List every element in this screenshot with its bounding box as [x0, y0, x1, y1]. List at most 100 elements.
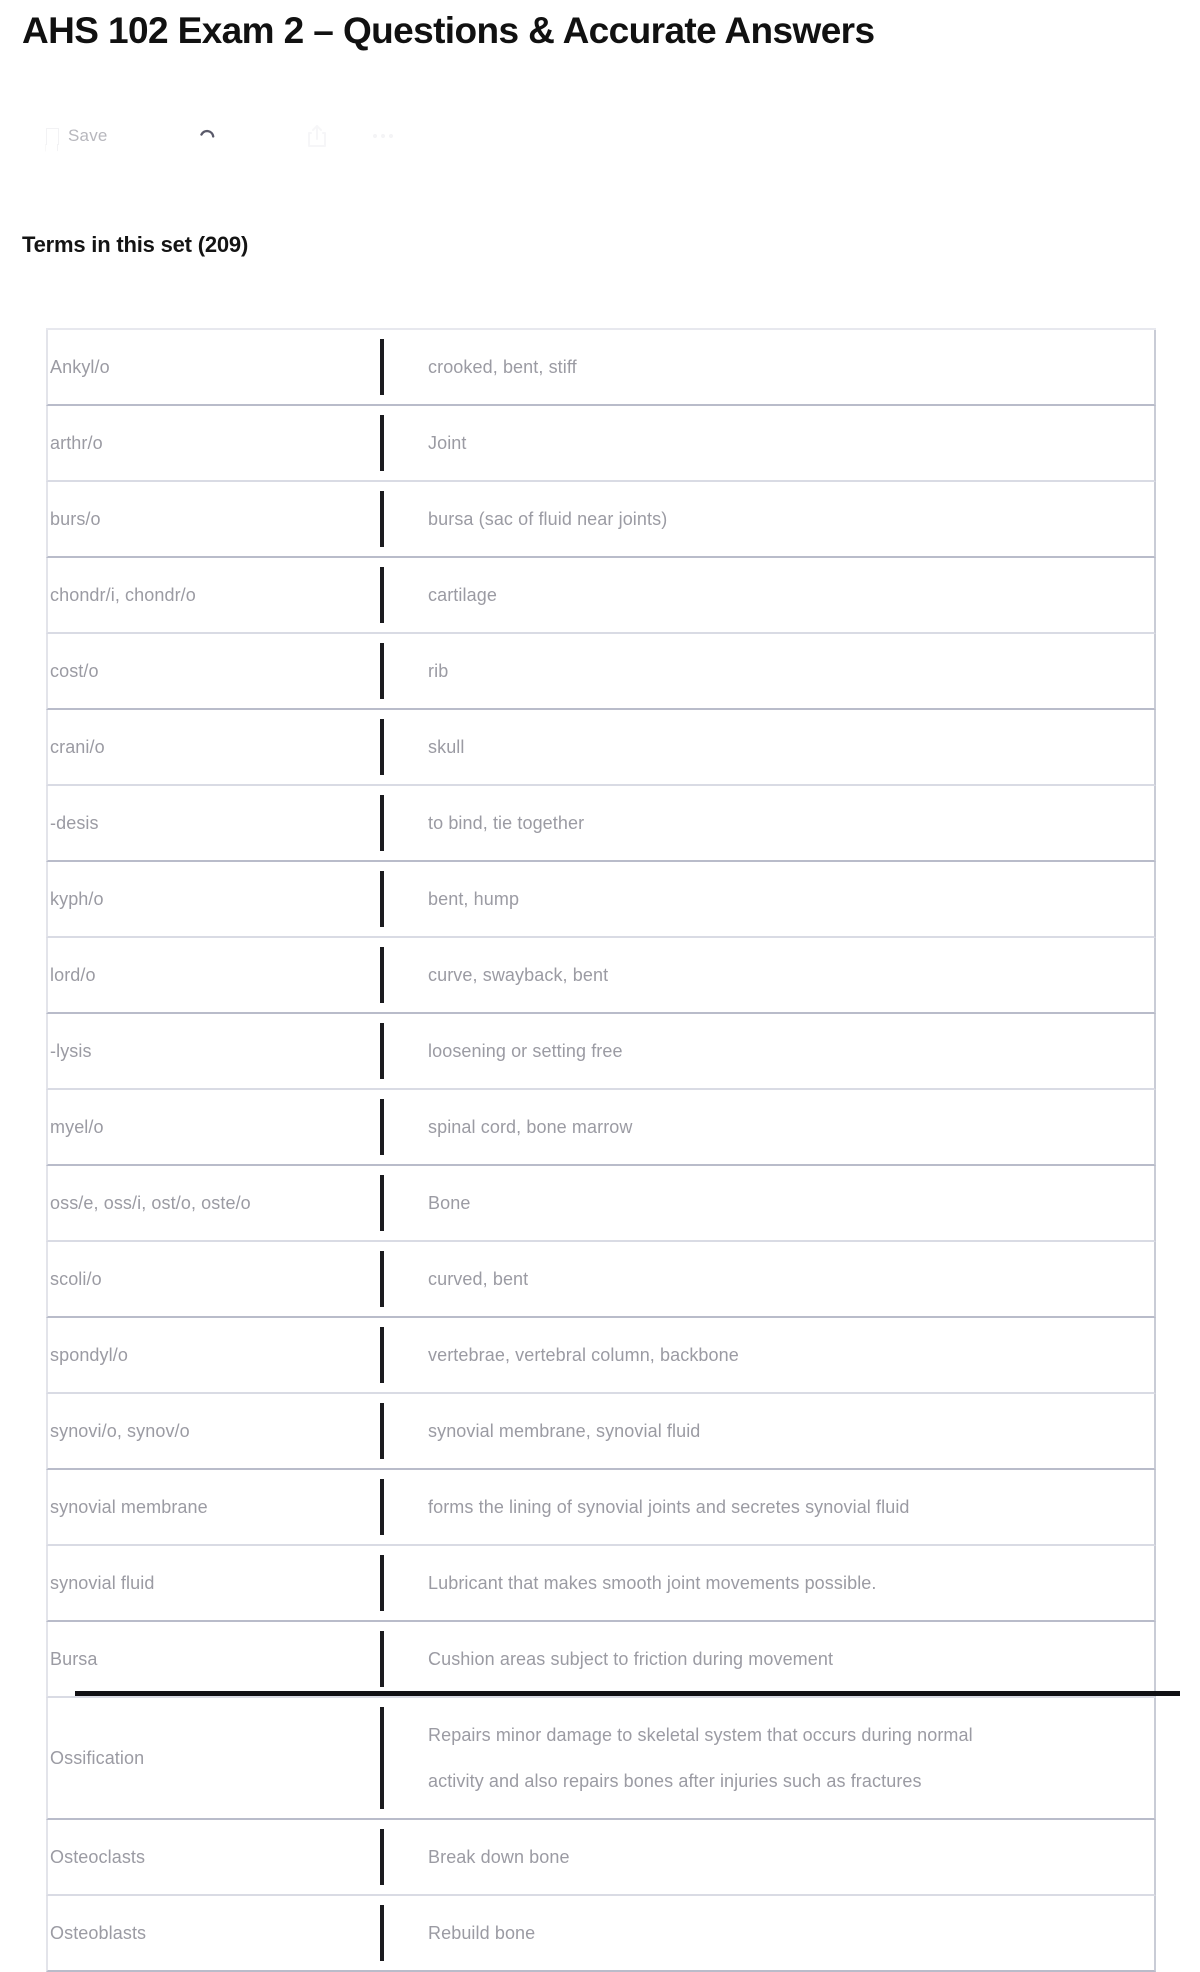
save-button[interactable]: Save [46, 126, 108, 146]
definition-text: bursa (sac of fluid near joints) [428, 509, 668, 529]
definition-text: forms the lining of synovial joints and … [428, 1497, 910, 1517]
table-row[interactable]: spondyl/o vertebrae, vertebral column, ba… [46, 1318, 1156, 1394]
definition-cell: crooked, bent, stiff [384, 330, 1154, 404]
table-row[interactable]: arthr/o Joint [46, 406, 1156, 482]
term-text: crani/o [50, 737, 105, 757]
table-row[interactable]: kyph/o bent, hump [46, 862, 1156, 938]
column-divider [380, 1318, 384, 1392]
table-row[interactable]: oss/e, oss/i, ost/o, oste/o Bone [46, 1166, 1156, 1242]
table-row[interactable]: synovi/o, synov/o synovial membrane, syno… [46, 1394, 1156, 1470]
table-row[interactable]: synovial membrane forms the lining of syn… [46, 1470, 1156, 1546]
definition-cell: skull [384, 710, 1154, 784]
term-text: chondr/i, chondr/o [50, 585, 196, 605]
table-row[interactable]: -desis to bind, tie together [46, 786, 1156, 862]
page-title: AHS 102 Exam 2 – Questions & Accurate An… [22, 10, 875, 51]
term-cell: synovial fluid [48, 1546, 380, 1620]
more-options-icon[interactable] [372, 134, 393, 138]
definition-text: Lubricant that makes smooth joint moveme… [428, 1573, 877, 1593]
table-row[interactable]: Osteoclasts Break down bone [46, 1820, 1156, 1896]
share-icon[interactable] [305, 123, 329, 149]
definition-text: cartilage [428, 585, 497, 605]
column-divider [380, 938, 384, 1012]
term-cell: Ankyl/o [48, 330, 380, 404]
table-row[interactable]: synovial fluid Lubricant that makes smoot… [46, 1546, 1156, 1622]
term-text: arthr/o [50, 433, 103, 453]
column-divider [380, 1090, 384, 1164]
term-cell: -lysis [48, 1014, 380, 1088]
divider-bar [380, 1251, 384, 1307]
column-divider [380, 482, 384, 556]
term-text: cost/o [50, 661, 99, 681]
divider-bar [380, 1403, 384, 1459]
term-text: Ossification [50, 1748, 145, 1768]
term-text: -lysis [50, 1041, 92, 1061]
term-text: Osteoblasts [50, 1923, 147, 1943]
term-cell: oss/e, oss/i, ost/o, oste/o [48, 1166, 380, 1240]
term-text: lord/o [50, 965, 96, 985]
column-divider [380, 1470, 384, 1544]
column-divider [380, 1622, 384, 1696]
table-row[interactable]: Ossification Repairs minor damage to skel… [46, 1698, 1156, 1820]
term-text: Bursa [50, 1649, 98, 1669]
definition-text: bent, hump [428, 889, 520, 909]
table-row[interactable]: Ankyl/o crooked, bent, stiff [46, 330, 1156, 406]
definition-text: loosening or setting free [428, 1041, 623, 1061]
table-row[interactable]: Bursa Cushion areas subject to friction d… [46, 1622, 1156, 1698]
table-row[interactable]: crani/o skull [46, 710, 1156, 786]
term-cell: cost/o [48, 634, 380, 708]
table-row[interactable]: Osteoblasts Rebuild bone [46, 1896, 1156, 1972]
column-divider [380, 1166, 384, 1240]
column-divider [380, 406, 384, 480]
divider-bar [380, 643, 384, 699]
terms-table: Ankyl/o crooked, bent, stiff arthr/o Joint b… [46, 328, 1156, 1972]
divider-bar [380, 567, 384, 623]
definition-cell: Joint [384, 406, 1154, 480]
divider-bar [380, 1631, 384, 1687]
term-cell: spondyl/o [48, 1318, 380, 1392]
divider-bar [380, 1327, 384, 1383]
divider-bar [380, 1023, 384, 1079]
term-text: Osteoclasts [50, 1847, 146, 1867]
term-cell: myel/o [48, 1090, 380, 1164]
bottom-rule [75, 1691, 1180, 1696]
term-text: Ankyl/o [50, 357, 110, 377]
definition-cell: curved, bent [384, 1242, 1154, 1316]
term-text: oss/e, oss/i, ost/o, oste/o [50, 1193, 251, 1213]
column-divider [380, 862, 384, 936]
more-dot [380, 134, 385, 138]
term-cell: -desis [48, 786, 380, 860]
definition-text: synovial membrane, synovial fluid [428, 1421, 701, 1441]
term-cell: synovi/o, synov/o [48, 1394, 380, 1468]
definition-text: Cushion areas subject to friction during… [428, 1649, 834, 1669]
divider-bar [380, 947, 384, 1003]
term-cell: lord/o [48, 938, 380, 1012]
definition-text: Joint [428, 433, 467, 453]
definition-cell: rib [384, 634, 1154, 708]
term-text: synovial fluid [50, 1573, 155, 1593]
term-cell: kyph/o [48, 862, 380, 936]
definition-text: curve, swayback, bent [428, 965, 609, 985]
definition-cell: Repairs minor damage to skeletal system … [384, 1698, 1154, 1818]
term-cell: Ossification [48, 1698, 380, 1818]
term-cell: Osteoblasts [48, 1896, 380, 1970]
table-row[interactable]: lord/o curve, swayback, bent [46, 938, 1156, 1014]
term-cell: Osteoclasts [48, 1820, 380, 1894]
divider-bar [380, 1555, 384, 1611]
table-row[interactable]: cost/o rib [46, 634, 1156, 710]
table-row[interactable]: scoli/o curved, bent [46, 1242, 1156, 1318]
table-row[interactable]: myel/o spinal cord, bone marrow [46, 1090, 1156, 1166]
column-divider [380, 330, 384, 404]
table-row[interactable]: -lysis loosening or setting free [46, 1014, 1156, 1090]
term-text: myel/o [50, 1117, 104, 1137]
divider-bar [380, 795, 384, 851]
term-cell: synovial membrane [48, 1470, 380, 1544]
term-cell: scoli/o [48, 1242, 380, 1316]
table-row[interactable]: burs/o bursa (sac of fluid near joints) [46, 482, 1156, 558]
term-text: -desis [50, 813, 99, 833]
definition-cell: vertebrae, vertebral column, backbone [384, 1318, 1154, 1392]
definition-text: Bone [428, 1193, 471, 1213]
definition-cell: Cushion areas subject to friction during… [384, 1622, 1154, 1696]
definition-cell: Bone [384, 1166, 1154, 1240]
divider-bar [380, 1099, 384, 1155]
table-row[interactable]: chondr/i, chondr/o cartilage [46, 558, 1156, 634]
